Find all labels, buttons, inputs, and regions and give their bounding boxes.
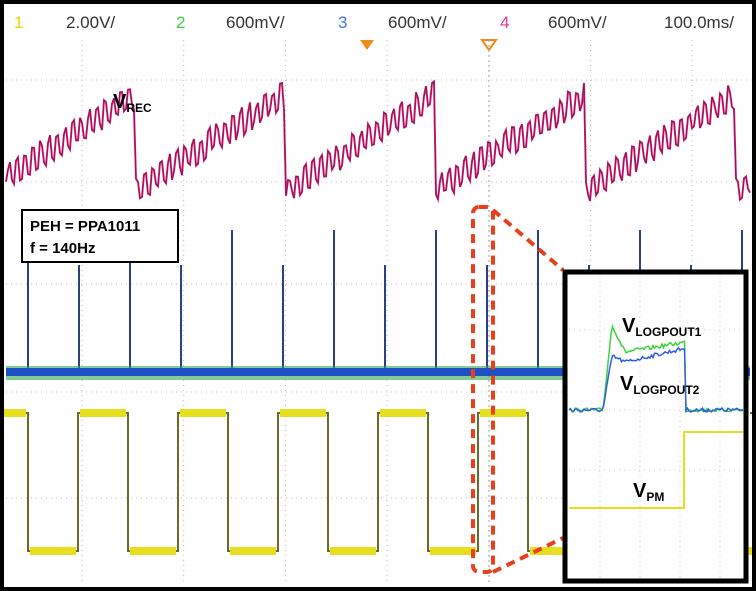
channel-scale: 600mV/	[226, 13, 285, 32]
level	[130, 547, 176, 555]
level	[280, 409, 326, 417]
oscilloscope-screenshot: 1 2.00V/ 2 600mV/ 3 600mV/ 4 600mV/ 100.…	[0, 0, 756, 591]
channel-number: 3	[338, 13, 347, 32]
label-symbol: V	[620, 373, 634, 395]
level	[30, 547, 76, 555]
level	[480, 409, 526, 417]
info-text: PEH = PPA1011	[30, 218, 140, 235]
level	[330, 547, 376, 555]
label-symbol: V	[113, 91, 127, 113]
level	[430, 547, 476, 555]
info-text: f = 140Hz	[30, 240, 95, 257]
label-subscript: PM	[646, 490, 664, 504]
level	[180, 409, 226, 417]
timebase: 100.0ms/	[664, 13, 734, 32]
channel-scale: 600mV/	[388, 13, 447, 32]
level	[80, 409, 126, 417]
inset	[565, 272, 746, 581]
level	[230, 547, 276, 555]
label-symbol: V	[622, 315, 636, 337]
label-subscript: REC	[126, 101, 152, 115]
channel-number: 4	[500, 13, 509, 32]
label-subscript: LOGPOUT1	[635, 325, 701, 339]
label-subscript: LOGPOUT2	[633, 383, 699, 397]
label-symbol: V	[633, 480, 647, 502]
channel-scale: 2.00V/	[66, 13, 115, 32]
channel-number: 2	[176, 13, 185, 32]
level	[380, 409, 426, 417]
channel-scale: 600mV/	[548, 13, 607, 32]
channel-number: 1	[14, 13, 23, 32]
